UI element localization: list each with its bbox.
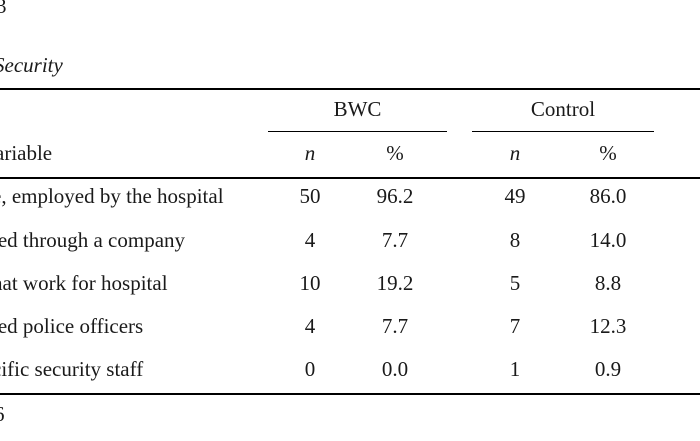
subheader-control-n: n [509,141,521,165]
cell-bwc-percent: 7.7 [381,314,409,338]
top-rule [0,88,700,90]
subheader-control-percent: % [599,141,617,165]
cell-bwc-percent: 7.7 [381,228,409,252]
cell-control-n: 1 [509,357,521,381]
subheader-bwc-n: n [304,141,316,165]
group-rule-bwc [268,131,447,133]
cell-bwc-percent: 96.2 [376,184,414,208]
cell-control-n: 5 [509,271,521,295]
row-label: ted through a company [0,228,186,252]
cell-control-percent: 12.3 [589,314,627,338]
cell-bwc-n: 50 [299,184,321,208]
group-header-bwc: BWC [333,97,382,121]
group-header-control: Control [530,97,596,121]
row-label: e, employed by the hospital [0,184,224,208]
cell-bwc-n: 4 [304,314,316,338]
table-number: 3 [0,0,7,18]
table-note: 6 [0,402,5,427]
cell-bwc-percent: 19.2 [376,271,414,295]
cell-control-percent: 0.9 [594,357,622,381]
cell-bwc-n: 10 [299,271,321,295]
cell-bwc-n: 0 [304,357,316,381]
subheader-bwc-percent: % [386,141,404,165]
variable-header: ariable [0,141,53,165]
cell-control-percent: 86.0 [589,184,627,208]
header-rule [0,177,700,179]
cell-bwc-percent: 0.0 [381,357,409,381]
row-label: cific security staff [0,357,144,381]
cell-control-percent: 8.8 [594,271,622,295]
table-caption: Security [0,53,63,77]
cell-control-n: 8 [509,228,521,252]
cell-control-n: 49 [504,184,526,208]
cell-bwc-n: 4 [304,228,316,252]
row-label: hat work for hospital [0,271,168,295]
row-label: ted police officers [0,314,144,338]
group-rule-control [472,131,654,133]
bottom-rule [0,393,700,395]
cell-control-percent: 14.0 [589,228,627,252]
cell-control-n: 7 [509,314,521,338]
